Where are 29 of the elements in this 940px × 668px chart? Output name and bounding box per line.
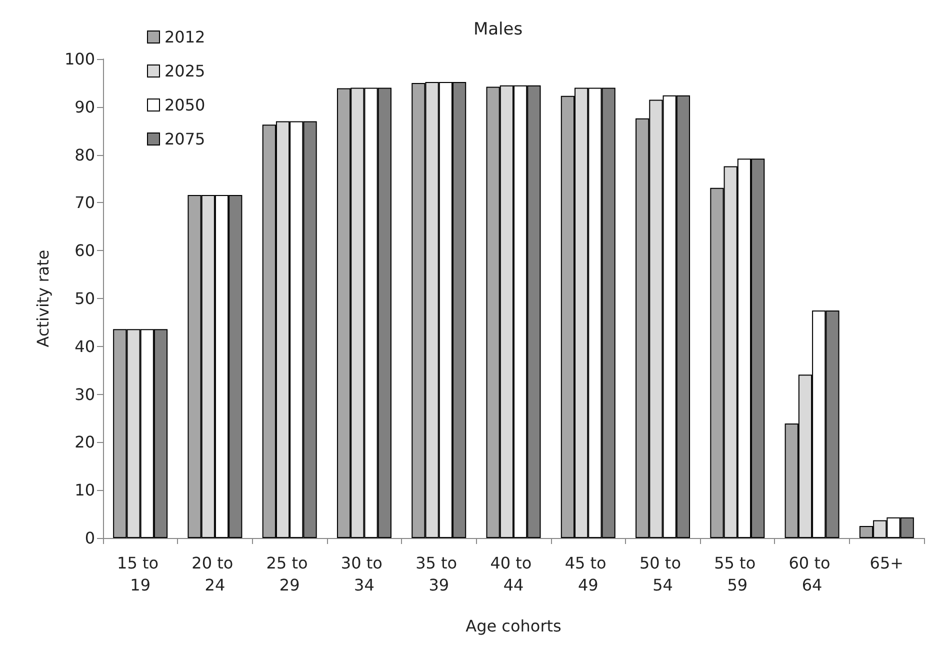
x-tick-label: 40 to 44 [490,554,537,594]
x-tick-label: 60 to 64 [788,554,836,594]
x-tick-label: 30 to 34 [340,554,388,594]
y-tick-label: 70 [74,193,95,212]
x-tick-label: 45 to 49 [564,554,612,594]
y-tick-label: 50 [74,289,95,308]
y-tick-label: 60 [74,241,95,260]
x-tick-label: 55 to 59 [714,554,761,594]
y-tick-label: 40 [74,336,95,356]
y-tick-label: 10 [74,480,95,500]
chart-title: Males [473,20,523,40]
legend-label: 2075 [164,130,206,148]
x-tick-label: 35 to 39 [416,554,462,594]
legend-label: 2050 [164,96,206,114]
y-tick-label: 80 [74,145,95,164]
y-tick-label: 100 [64,50,95,68]
y-tick-label: 20 [74,432,95,452]
x-axis-title: Age cohorts [466,616,562,636]
legend-label: 2012 [164,28,206,46]
x-tick-label: 65+ [870,554,904,572]
y-tick-label: 30 [74,384,95,404]
y-tick-label: 90 [74,97,95,116]
legend-label: 2025 [164,62,206,80]
y-axis-title: Activity rate [34,250,52,348]
x-tick-label: 25 to 29 [266,554,313,594]
y-tick-label: 0 [84,528,95,548]
x-tick-label: 20 to 24 [192,554,238,594]
x-tick-label: 50 to 54 [639,554,686,594]
x-tick-label: 15 to 19 [117,554,164,594]
